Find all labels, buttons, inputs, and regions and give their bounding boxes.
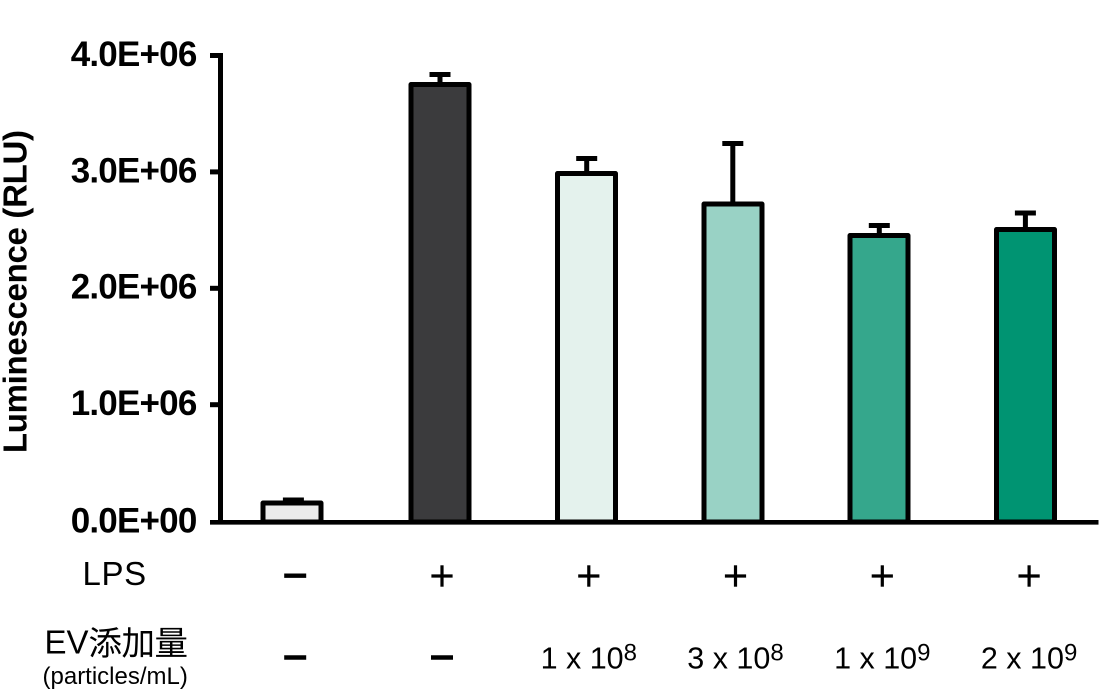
svg-text:1 x 108: 1 x 108 xyxy=(541,640,637,676)
svg-text:1 x 109: 1 x 109 xyxy=(834,640,930,676)
svg-text:0.0E+00: 0.0E+00 xyxy=(71,502,197,541)
svg-text:LPS: LPS xyxy=(83,555,147,592)
svg-text:3 x 108: 3 x 108 xyxy=(687,640,783,676)
svg-text:3.0E+06: 3.0E+06 xyxy=(71,151,197,190)
svg-text:Luminescence (RLU): Luminescence (RLU) xyxy=(0,130,34,453)
svg-text:2.0E+06: 2.0E+06 xyxy=(71,268,197,307)
svg-text:(particles/mL): (particles/mL) xyxy=(43,663,188,690)
svg-text:2 x 109: 2 x 109 xyxy=(981,640,1077,676)
svg-text:1.0E+06: 1.0E+06 xyxy=(71,384,197,423)
svg-text:4.0E+06: 4.0E+06 xyxy=(71,35,197,74)
svg-text:EV: EV xyxy=(45,624,89,661)
